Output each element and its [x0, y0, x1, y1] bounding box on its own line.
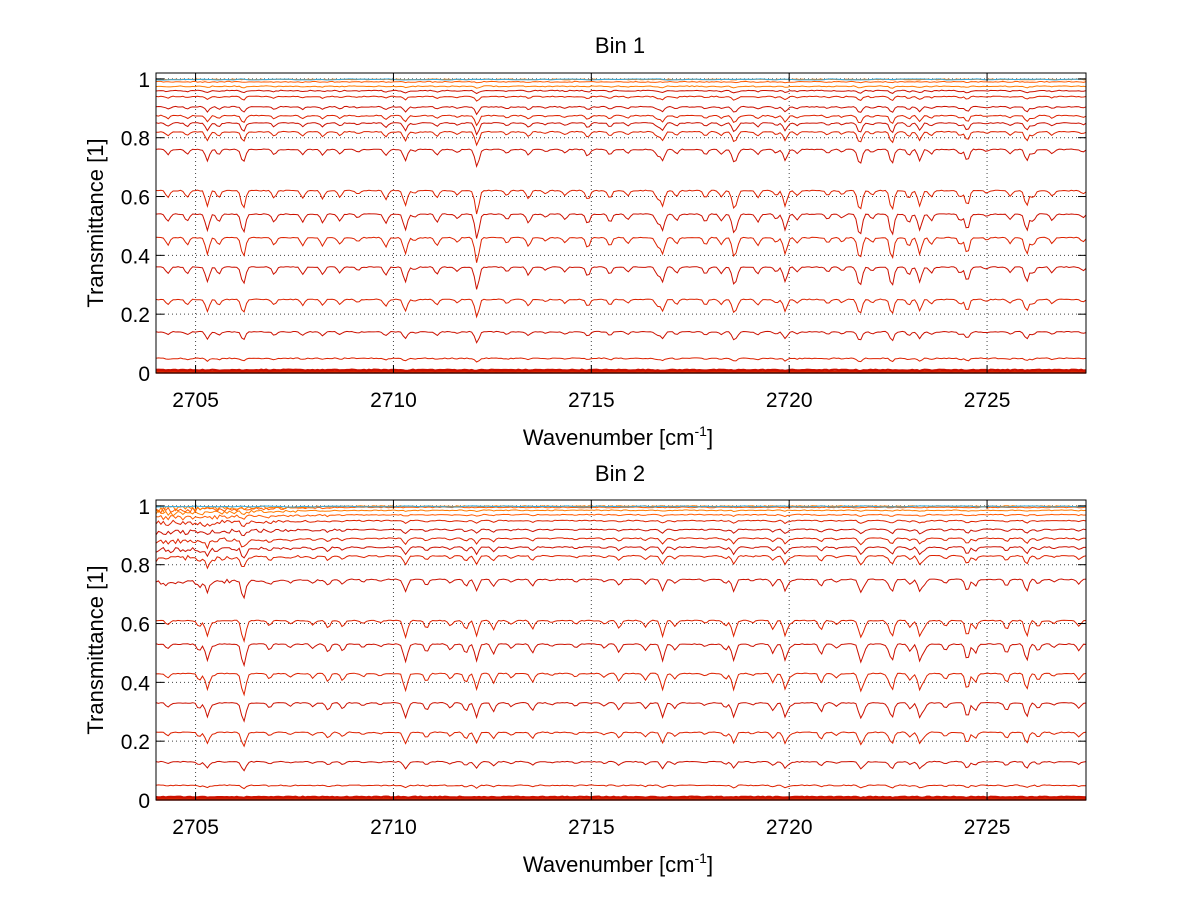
x-tick-label: 2710 — [370, 389, 417, 412]
y-tick-label: 0.8 — [121, 555, 150, 578]
x-axis-label: Wavenumber [cm-1] — [523, 850, 713, 877]
x-tick-label: 2720 — [766, 816, 813, 839]
series-line — [156, 370, 1086, 371]
y-tick-label: 0.4 — [121, 245, 151, 268]
x-axis-label: Wavenumber [cm-1] — [523, 423, 713, 450]
x-tick-label: 2725 — [964, 816, 1011, 839]
y-tick-label: 0.2 — [121, 731, 150, 754]
y-axis-label: Transmittance [1] — [83, 138, 108, 307]
y-tick-label: 0 — [138, 363, 150, 386]
x-tick-label: 2705 — [172, 816, 219, 839]
chart-title: Bin 1 — [595, 33, 645, 58]
y-tick-label: 0.2 — [121, 304, 150, 327]
x-tick-label: 2710 — [370, 816, 417, 839]
x-tick-label: 2720 — [766, 389, 813, 412]
y-tick-label: 1 — [138, 69, 150, 92]
chart-title: Bin 2 — [595, 461, 645, 486]
series-line — [156, 797, 1086, 798]
y-axis-label: Transmittance [1] — [83, 565, 108, 734]
x-tick-label: 2715 — [568, 389, 615, 412]
x-tick-label: 2725 — [964, 389, 1011, 412]
y-tick-label: 0.6 — [121, 187, 150, 210]
y-tick-label: 0.4 — [121, 672, 151, 695]
y-tick-label: 1 — [138, 496, 150, 519]
x-tick-label: 2705 — [172, 389, 219, 412]
plot-bin-1: Bin 1 2705 2710 2715 2720 2725 0 0.2 0.4 0.6 0.8… — [83, 33, 1086, 450]
y-tick-label: 0.6 — [121, 614, 150, 637]
plot-area — [156, 73, 1086, 373]
y-tick-label: 0.8 — [121, 128, 150, 151]
x-tick-label: 2715 — [568, 816, 615, 839]
y-tick-label: 0 — [138, 790, 150, 813]
plot-bin-2: Bin 2 2705 2710 2715 2720 2725 0 0.2 0.4 0.6 0.8… — [83, 461, 1086, 877]
